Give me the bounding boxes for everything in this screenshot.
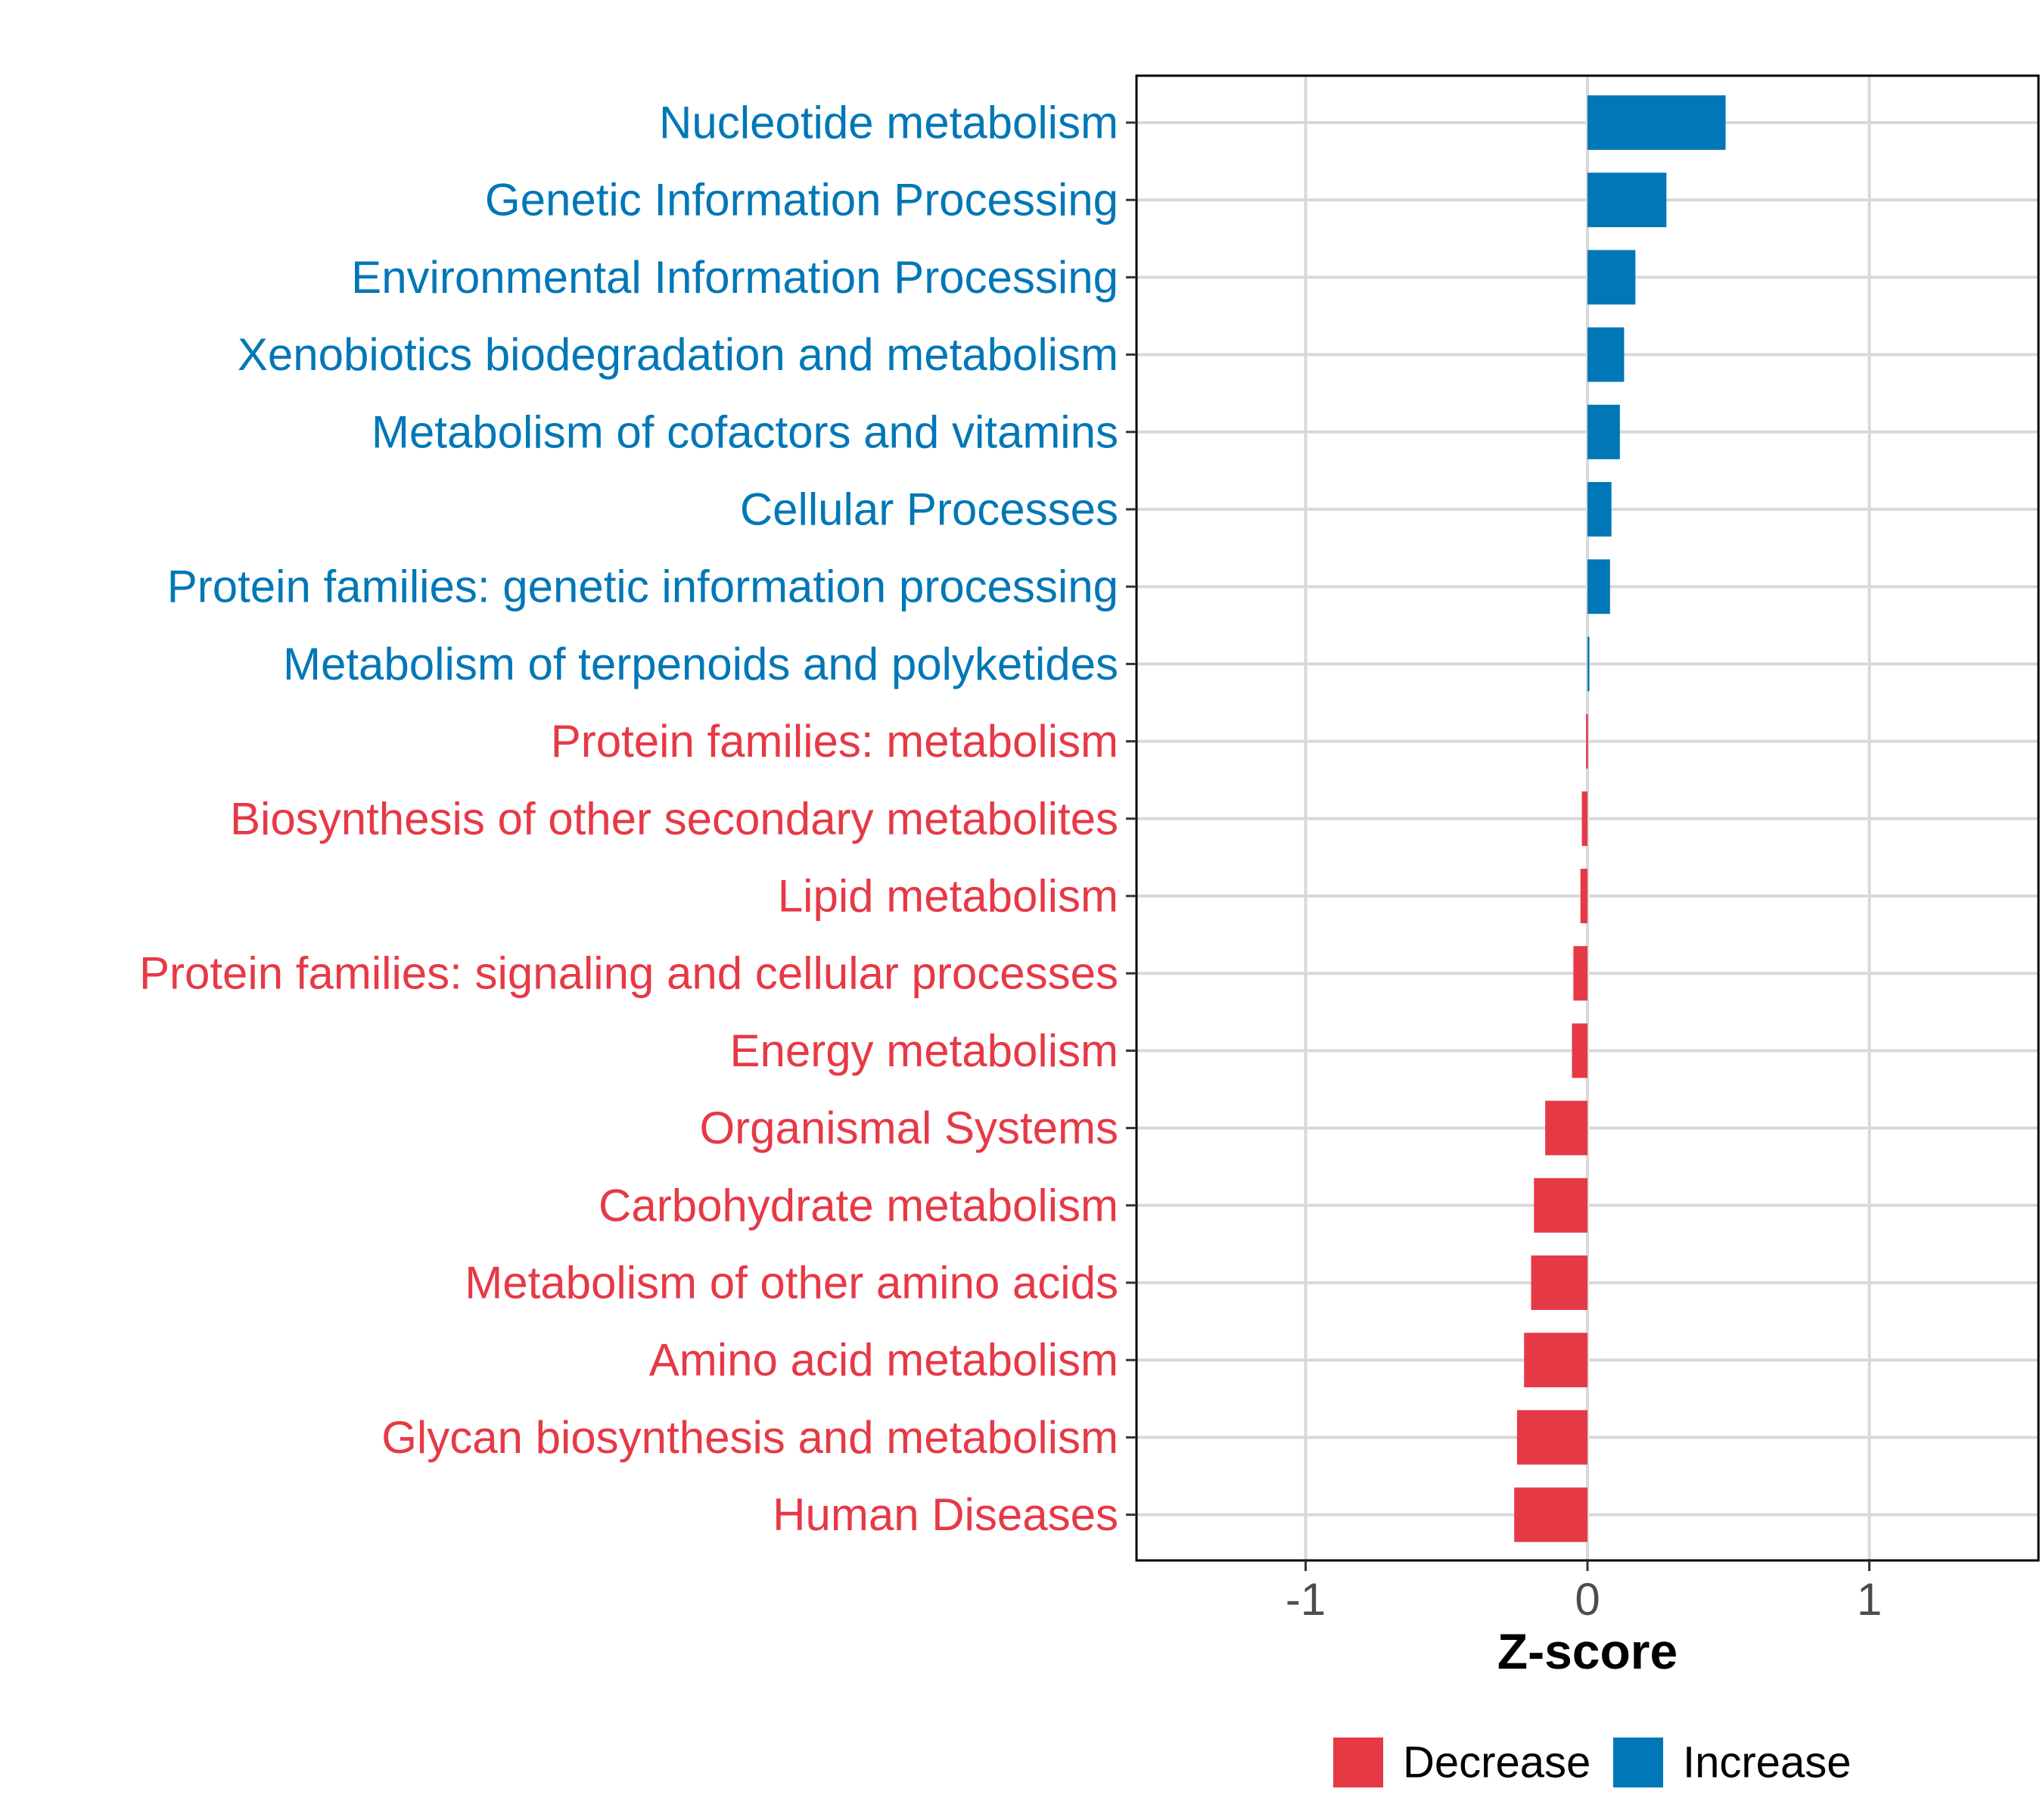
bar-3 <box>1587 327 1625 382</box>
bar-5 <box>1587 482 1612 537</box>
bar-7 <box>1587 636 1590 692</box>
y-tick-label-8: Protein families: metabolism <box>551 716 1118 767</box>
x-axis-ticks: -1 0 1 <box>1286 1560 1882 1625</box>
y-tick-label-10: Lipid metabolism <box>778 871 1118 922</box>
bar-4 <box>1587 404 1620 459</box>
bar-12 <box>1572 1023 1587 1078</box>
y-tick-label-17: Glycan biosynthesis and metabolism <box>381 1412 1118 1463</box>
y-tick-label-9: Biosynthesis of other secondary metaboli… <box>230 793 1118 844</box>
legend-key-increase <box>1613 1738 1663 1787</box>
x-axis-title: Z-score <box>1497 1623 1678 1679</box>
y-tick-label-16: Amino acid metabolism <box>649 1335 1118 1386</box>
legend-key-decrease <box>1333 1738 1383 1787</box>
bar-6 <box>1587 559 1610 614</box>
bar-15 <box>1531 1255 1587 1310</box>
y-tick-label-7: Metabolism of terpenoids and polyketides <box>283 639 1118 689</box>
bar-16 <box>1524 1333 1587 1388</box>
bar-0 <box>1587 95 1726 150</box>
y-axis-ticks: Nucleotide metabolism Genetic Information… <box>139 98 1137 1540</box>
bar-14 <box>1534 1178 1587 1233</box>
y-tick-label-0: Nucleotide metabolism <box>659 98 1118 148</box>
bar-11 <box>1573 946 1587 1001</box>
y-tick-label-14: Carbohydrate metabolism <box>599 1180 1118 1230</box>
bar-18 <box>1514 1487 1587 1542</box>
y-tick-label-6: Protein families: genetic information pr… <box>167 562 1118 612</box>
legend-label-decrease: Decrease <box>1403 1738 1591 1787</box>
bars <box>1514 95 1726 1542</box>
bar-10 <box>1580 869 1587 923</box>
y-tick-label-11: Protein families: signaling and cellular… <box>139 948 1118 999</box>
bar-17 <box>1516 1410 1587 1465</box>
bar-1 <box>1587 173 1667 228</box>
y-tick-label-18: Human Diseases <box>773 1489 1118 1540</box>
y-tick-label-12: Energy metabolism <box>729 1025 1118 1076</box>
bar-9 <box>1581 791 1587 846</box>
bar-2 <box>1587 250 1636 305</box>
bar-13 <box>1545 1100 1587 1156</box>
x-tick-label-1: 0 <box>1575 1574 1600 1625</box>
legend: Decrease Increase <box>1333 1738 1851 1787</box>
y-tick-label-13: Organismal Systems <box>700 1103 1118 1153</box>
y-tick-label-5: Cellular Processes <box>740 484 1118 535</box>
bar-8 <box>1586 714 1588 769</box>
x-tick-label-0: -1 <box>1286 1574 1326 1625</box>
y-tick-label-3: Xenobiotics biodegradation and metabolis… <box>238 329 1118 380</box>
y-tick-label-4: Metabolism of cofactors and vitamins <box>372 406 1118 457</box>
legend-label-increase: Increase <box>1683 1738 1851 1787</box>
x-tick-label-2: 1 <box>1857 1574 1882 1625</box>
y-tick-label-15: Metabolism of other amino acids <box>465 1258 1118 1308</box>
y-tick-label-1: Genetic Information Processing <box>485 175 1118 226</box>
y-tick-label-2: Environmental Information Processing <box>351 252 1118 303</box>
